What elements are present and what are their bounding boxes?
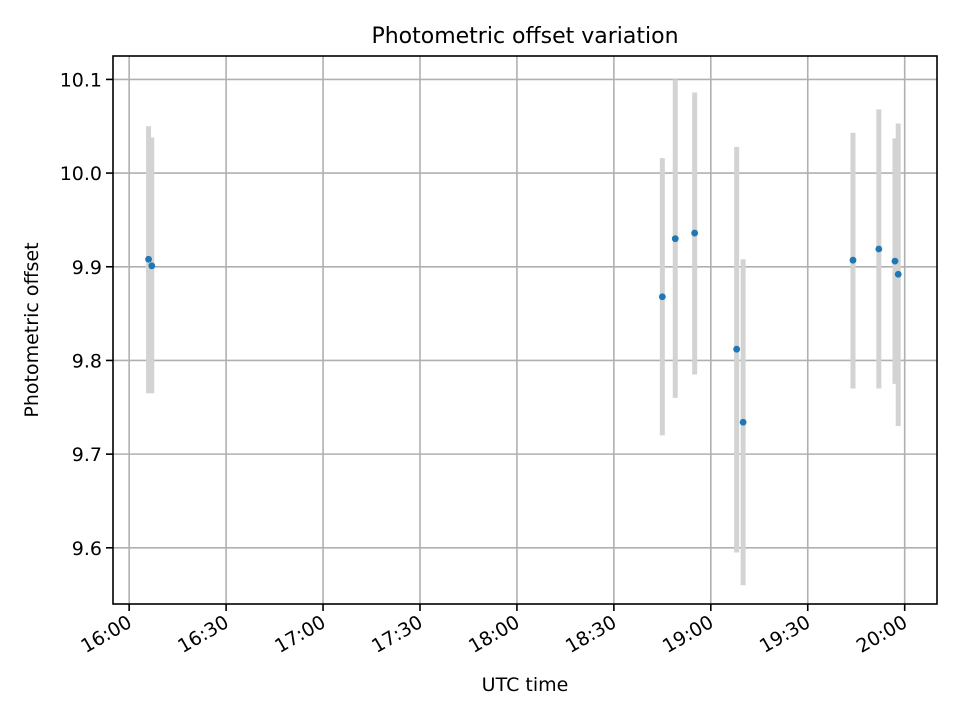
y-axis-label: Photometric offset [21, 242, 43, 417]
x-tick-label: 17:00 [271, 611, 329, 657]
x-axis-label: UTC time [482, 674, 569, 696]
data-point [658, 293, 666, 301]
error-bars [146, 79, 901, 586]
y-tick-label: 9.6 [72, 538, 102, 560]
data-point [849, 256, 857, 264]
data-point [739, 418, 747, 426]
y-axis-ticks: 9.6 9.7 9.8 9.9 10.0 10.1 [60, 69, 113, 560]
data-point [891, 257, 899, 265]
x-tick-label: 18:30 [562, 611, 620, 657]
y-tick-label: 9.7 [72, 444, 102, 466]
plot-frame [112, 55, 938, 605]
data-point [733, 345, 741, 353]
y-tick-label: 10.1 [60, 69, 102, 91]
y-tick-label: 9.8 [72, 350, 102, 372]
data-point [148, 262, 156, 270]
data-point [671, 235, 679, 243]
x-tick-label: 17:30 [368, 611, 426, 657]
x-tick-label: 16:30 [174, 611, 232, 657]
x-axis-ticks: 16:00 16:30 17:00 17:30 18:00 18:30 19:00 19:30… [77, 604, 911, 658]
data-point [894, 270, 902, 278]
data-points [145, 229, 902, 426]
y-tick-label: 10.0 [60, 163, 102, 185]
data-point [691, 229, 699, 237]
data-point [875, 245, 883, 253]
x-tick-label: 18:00 [465, 611, 523, 657]
x-tick-label: 20:00 [853, 611, 911, 657]
x-tick-label: 19:00 [659, 611, 717, 657]
chart-title: Photometric offset variation [371, 24, 678, 49]
y-tick-label: 9.9 [72, 257, 102, 279]
x-tick-label: 19:30 [756, 611, 814, 657]
x-tick-label: 16:00 [77, 611, 135, 657]
data-point [145, 255, 152, 263]
grid-lines [113, 56, 937, 604]
